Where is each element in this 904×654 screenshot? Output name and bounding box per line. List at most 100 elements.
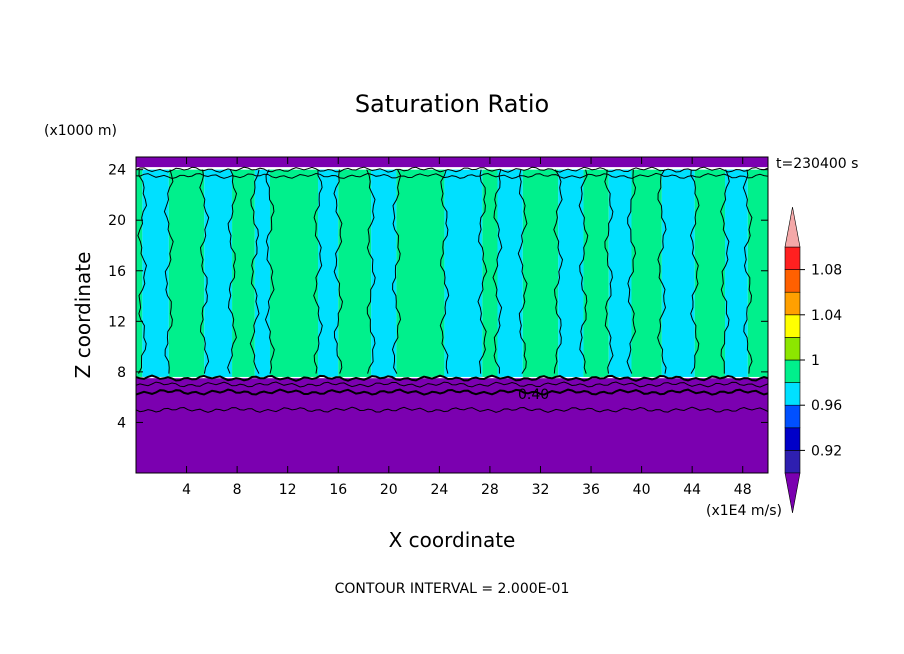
moist-column-23 [747, 169, 768, 377]
moist-column-1 [136, 169, 143, 377]
colorbar-high-arrow [784, 206, 801, 248]
colorbar-segment [784, 246, 801, 270]
contour-line-vertical [137, 169, 148, 374]
contour-line-vertical [333, 169, 344, 374]
x-tick-label: 12 [279, 482, 297, 498]
x-tick-label: 16 [329, 482, 347, 498]
contour-line-vertical [492, 169, 503, 374]
moist-column-19 [631, 169, 662, 377]
contour-line-vertical [553, 169, 564, 374]
colorbar-label: 0.96 [811, 398, 842, 414]
moist-column-18 [608, 169, 632, 377]
colorbar-segment [784, 337, 801, 361]
y-unit-label: (x1000 m) [44, 123, 117, 139]
contour-line-vertical [578, 169, 589, 374]
contour-line-vertical [477, 169, 488, 374]
contour-line-horizontal [136, 388, 768, 396]
moist-column-12 [444, 169, 483, 377]
moist-column-17 [583, 169, 609, 377]
time-label: t=230400 s [776, 156, 858, 172]
moist-column-5 [232, 169, 255, 377]
contour-line-vertical [264, 169, 275, 374]
moist-column-7 [269, 169, 319, 377]
y-axis: 4 8 12 16 20 24 [108, 163, 768, 431]
colorbar: 0.92 0.96 1 1.04 1.08 [784, 206, 842, 514]
colorbar-low-arrow [784, 472, 801, 514]
footer-note: CONTOUR INTERVAL = 2.000E-01 [335, 581, 570, 597]
moist-column-15 [522, 169, 559, 377]
y-axis-title: Z coordinate [71, 252, 95, 379]
colorbar-segment [784, 291, 801, 316]
colorbar-segment [784, 404, 801, 429]
plot-area [136, 157, 768, 473]
x-axis-title: X coordinate [389, 528, 516, 552]
y-tick-label: 8 [117, 365, 126, 381]
colorbar-segment [784, 382, 801, 406]
contour-line-vertical [720, 169, 730, 374]
colorbar-label: 1.04 [811, 308, 842, 324]
x-tick-label: 24 [430, 482, 448, 498]
colorbar-segment [784, 269, 801, 293]
contour-line-horizontal [136, 406, 768, 413]
contour-line-vertical [626, 169, 637, 374]
colorbar-segment [784, 359, 801, 383]
y-tick-label: 12 [108, 314, 126, 330]
x-unit-label: (x1E4 m/s) [706, 503, 782, 519]
contour-line-vertical [227, 169, 238, 374]
moist-column-21 [694, 169, 726, 377]
x-tick-label: 36 [582, 482, 600, 498]
colorbar-segment [784, 427, 801, 451]
contour-line-vertical [689, 169, 700, 374]
y-tick-label: 20 [108, 213, 126, 229]
contour-line-vertical [199, 169, 210, 374]
x-tick-label: 8 [233, 482, 242, 498]
contour-line-vertical [439, 169, 450, 374]
y-tick-label: 4 [117, 415, 126, 431]
moist-column-3 [168, 169, 205, 377]
y-tick-label: 16 [108, 264, 126, 280]
contour-label: 0.40 [518, 387, 549, 403]
moist-column-22 [725, 169, 748, 377]
moist-column-8 [318, 169, 339, 377]
y-tick-label: 24 [108, 163, 126, 179]
colorbar-label: 1 [811, 353, 820, 369]
contour-line-vertical [163, 169, 174, 374]
contour-line-horizontal [136, 374, 768, 382]
colorbar-label: 0.92 [811, 443, 842, 459]
colorbar-label: 1.08 [811, 263, 842, 279]
contour-line-vertical [657, 169, 667, 374]
contour-line-vertical [391, 169, 402, 374]
contour-line-horizontal [136, 172, 768, 180]
x-tick-label: 28 [481, 482, 499, 498]
x-tick-label: 32 [532, 482, 550, 498]
moist-column-9 [338, 169, 372, 377]
moist-column-11 [396, 169, 445, 377]
colorbar-segment [784, 314, 801, 338]
plot-frame [135, 156, 769, 474]
x-tick-label: 4 [182, 482, 191, 498]
contour-line-horizontal [136, 381, 768, 388]
contour-line-horizontal [136, 166, 768, 173]
moist-column-14 [497, 169, 523, 377]
x-tick-label: 44 [683, 482, 701, 498]
contour-line-vertical [517, 169, 528, 374]
moist-column-20 [661, 169, 695, 377]
moist-column-13 [482, 169, 498, 377]
contour-line-vertical [366, 169, 376, 374]
field-fills [136, 157, 768, 473]
contour-lines [136, 166, 768, 413]
x-tick-label: 40 [633, 482, 651, 498]
contour-line-vertical [604, 169, 614, 374]
chart-title: Saturation Ratio [355, 90, 549, 118]
colorbar-segment [784, 450, 801, 474]
contour-line-vertical [313, 169, 323, 374]
moist-column-4 [204, 169, 233, 377]
region-upper-dry-cap [136, 157, 768, 168]
contour-line-vertical [742, 169, 753, 374]
x-tick-label: 20 [380, 482, 398, 498]
contour-line-vertical [249, 169, 260, 374]
x-tick-label: 48 [734, 482, 752, 498]
region-lower-dry-layer [136, 378, 768, 473]
moist-column-6 [254, 169, 270, 377]
